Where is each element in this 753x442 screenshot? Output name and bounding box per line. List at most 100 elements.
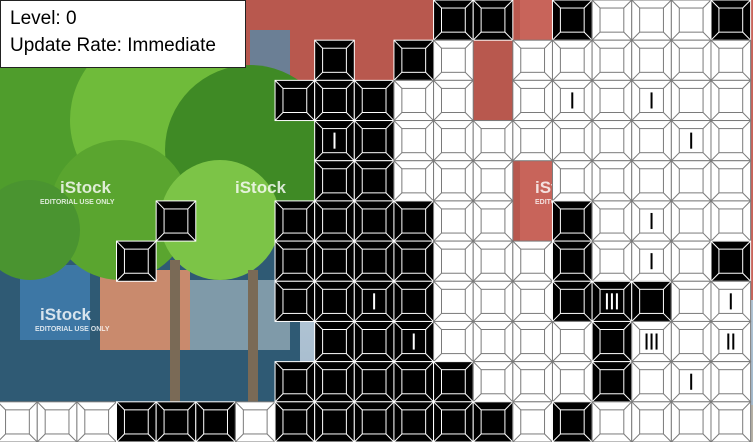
black-tile[interactable] (551, 240, 593, 282)
white-tile[interactable] (393, 160, 435, 202)
white-tile[interactable] (631, 240, 672, 282)
black-tile[interactable] (274, 240, 316, 282)
black-tile[interactable] (393, 361, 435, 403)
white-tile[interactable] (433, 320, 474, 363)
white-tile[interactable] (433, 240, 474, 282)
white-tile[interactable] (512, 361, 553, 403)
black-tile[interactable] (353, 401, 395, 442)
black-tile[interactable] (591, 280, 633, 322)
black-tile[interactable] (314, 320, 355, 363)
black-tile[interactable] (274, 280, 316, 322)
white-tile[interactable] (631, 361, 672, 403)
white-tile[interactable] (0, 401, 38, 442)
white-tile[interactable] (710, 120, 752, 162)
white-tile[interactable] (670, 401, 712, 442)
white-tile[interactable] (631, 200, 672, 242)
white-tile[interactable] (433, 280, 474, 322)
black-tile[interactable] (710, 240, 752, 282)
white-tile[interactable] (393, 120, 435, 162)
black-tile[interactable] (591, 361, 633, 403)
black-tile[interactable] (631, 280, 672, 322)
black-tile[interactable] (472, 401, 514, 442)
black-tile[interactable] (274, 401, 316, 442)
white-tile[interactable] (710, 200, 752, 242)
black-tile[interactable] (314, 280, 355, 322)
black-tile[interactable] (353, 320, 395, 363)
white-tile[interactable] (551, 79, 593, 122)
white-tile[interactable] (591, 0, 633, 41)
white-tile[interactable] (472, 240, 514, 282)
white-tile[interactable] (393, 79, 435, 122)
white-tile[interactable] (591, 79, 633, 122)
black-tile[interactable] (551, 0, 593, 41)
black-tile[interactable] (314, 240, 355, 282)
white-tile[interactable] (670, 160, 712, 202)
black-tile[interactable] (353, 240, 395, 282)
white-tile[interactable] (591, 160, 633, 202)
white-tile[interactable] (670, 0, 712, 41)
black-tile[interactable] (710, 0, 752, 41)
white-tile[interactable] (551, 320, 593, 363)
white-tile[interactable] (670, 240, 712, 282)
white-tile[interactable] (591, 240, 633, 282)
black-tile[interactable] (393, 240, 435, 282)
white-tile[interactable] (710, 79, 752, 122)
white-tile[interactable] (710, 280, 752, 322)
white-tile[interactable] (631, 160, 672, 202)
white-tile[interactable] (234, 401, 276, 442)
black-tile[interactable] (314, 120, 355, 162)
white-tile[interactable] (670, 39, 712, 81)
white-tile[interactable] (433, 79, 474, 122)
black-tile[interactable] (155, 200, 197, 242)
white-tile[interactable] (591, 39, 633, 81)
black-tile[interactable] (353, 361, 395, 403)
black-tile[interactable] (155, 401, 197, 442)
white-tile[interactable] (512, 240, 553, 282)
white-tile[interactable] (472, 200, 514, 242)
white-tile[interactable] (472, 160, 514, 202)
black-tile[interactable] (433, 401, 474, 442)
black-tile[interactable] (353, 200, 395, 242)
white-tile[interactable] (472, 320, 514, 363)
black-tile[interactable] (274, 361, 316, 403)
white-tile[interactable] (710, 401, 752, 442)
black-tile[interactable] (551, 200, 593, 242)
white-tile[interactable] (472, 280, 514, 322)
white-tile[interactable] (631, 79, 672, 122)
white-tile[interactable] (512, 401, 553, 442)
white-tile[interactable] (591, 120, 633, 162)
white-tile[interactable] (710, 361, 752, 403)
white-tile[interactable] (433, 200, 474, 242)
white-tile[interactable] (472, 120, 514, 162)
black-tile[interactable] (353, 160, 395, 202)
white-tile[interactable] (551, 361, 593, 403)
white-tile[interactable] (512, 320, 553, 363)
black-tile[interactable] (393, 39, 435, 81)
black-tile[interactable] (433, 361, 474, 403)
black-tile[interactable] (314, 200, 355, 242)
white-tile[interactable] (551, 160, 593, 202)
white-tile[interactable] (631, 120, 672, 162)
black-tile[interactable] (116, 401, 157, 442)
white-tile[interactable] (710, 160, 752, 202)
black-tile[interactable] (274, 200, 316, 242)
black-tile[interactable] (591, 320, 633, 363)
white-tile[interactable] (631, 401, 672, 442)
black-tile[interactable] (353, 280, 395, 322)
black-tile[interactable] (116, 240, 157, 282)
black-tile[interactable] (353, 79, 395, 122)
white-tile[interactable] (710, 320, 752, 363)
black-tile[interactable] (551, 401, 593, 442)
white-tile[interactable] (433, 160, 474, 202)
black-tile[interactable] (195, 401, 236, 442)
white-tile[interactable] (512, 39, 553, 81)
white-tile[interactable] (433, 120, 474, 162)
white-tile[interactable] (76, 401, 118, 442)
black-tile[interactable] (314, 401, 355, 442)
black-tile[interactable] (393, 280, 435, 322)
black-tile[interactable] (393, 200, 435, 242)
white-tile[interactable] (551, 39, 593, 81)
black-tile[interactable] (393, 320, 435, 363)
black-tile[interactable] (472, 0, 514, 41)
